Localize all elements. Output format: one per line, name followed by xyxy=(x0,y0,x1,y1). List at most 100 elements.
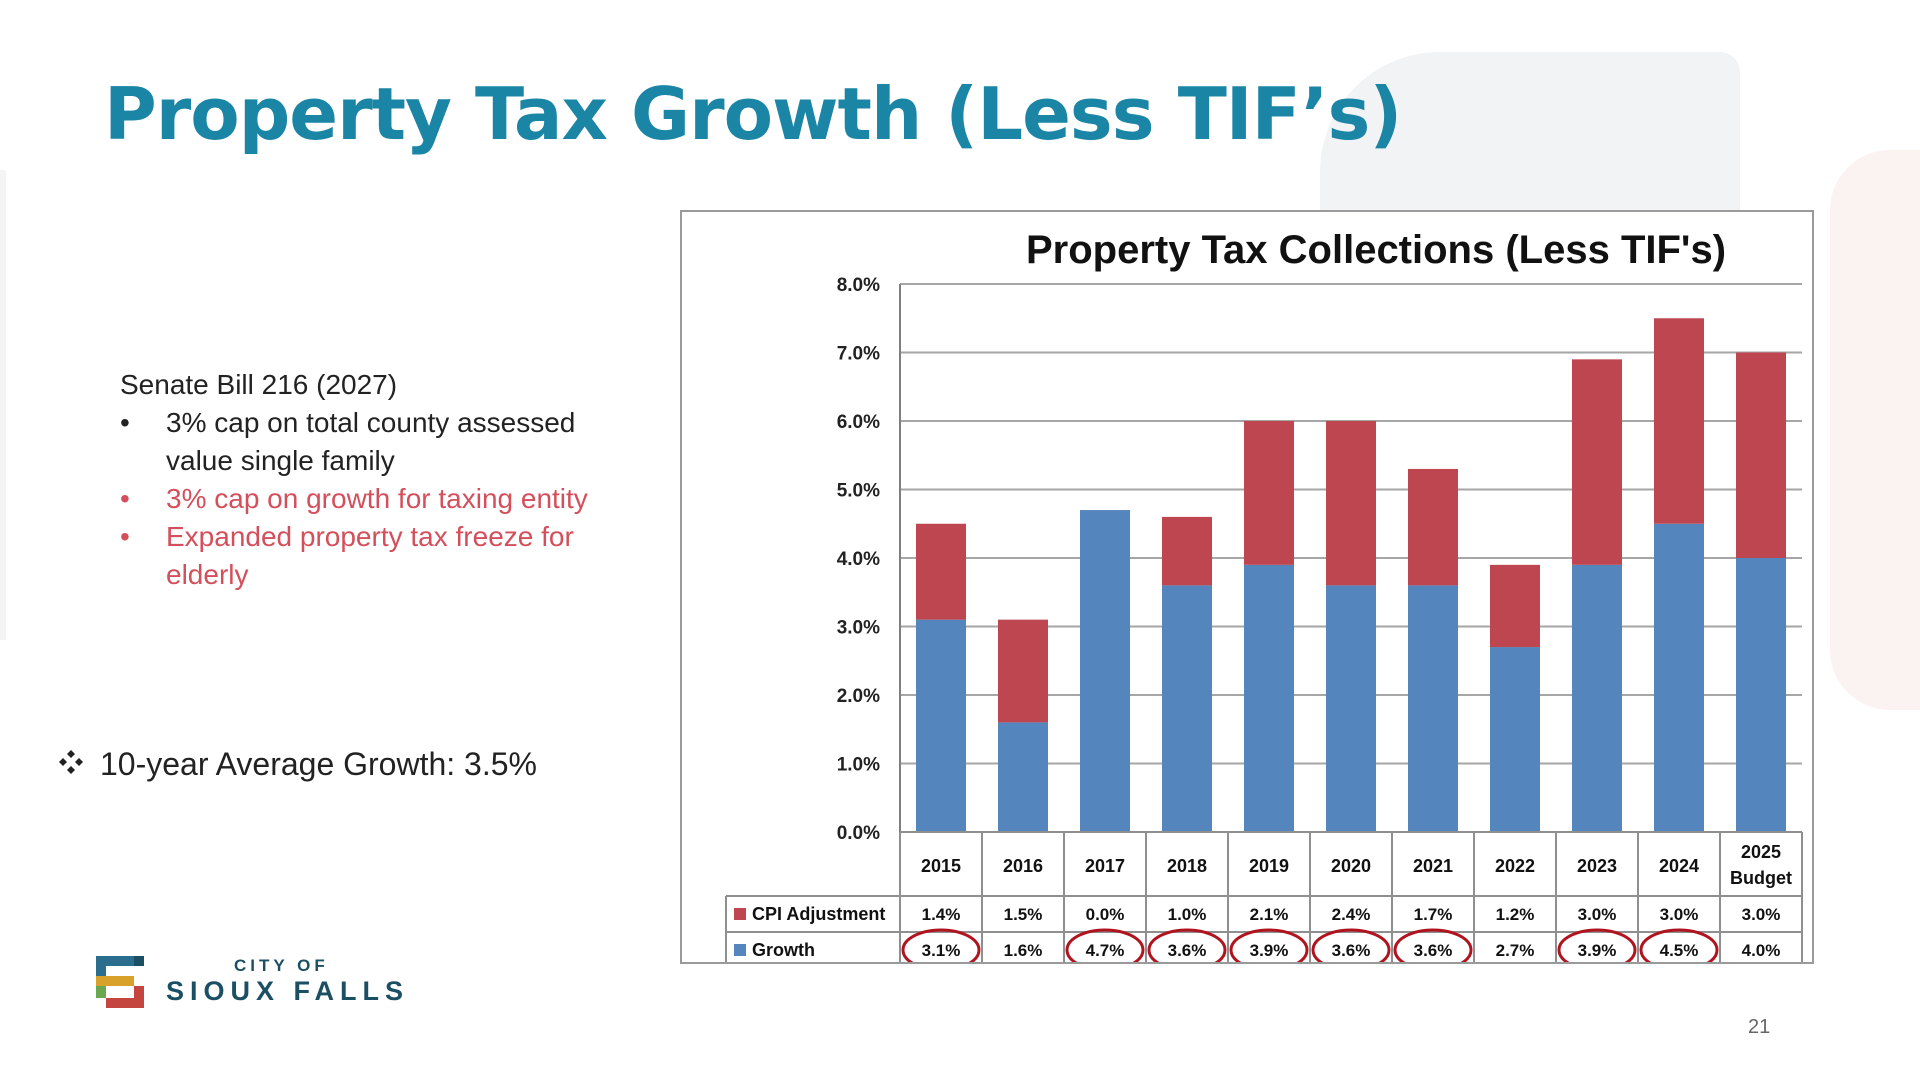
bar-growth xyxy=(1572,564,1622,832)
data-label: 3.0% xyxy=(1742,905,1781,924)
x-tick-label: 2017 xyxy=(1085,856,1125,876)
legend-swatch xyxy=(734,908,746,920)
city-logo: CITY OF SIOUX FALLS xyxy=(90,948,410,1018)
data-label: 2.4% xyxy=(1332,905,1371,924)
bar-growth xyxy=(1080,510,1130,832)
slide-title: Property Tax Growth (Less TIF’s) xyxy=(104,72,1402,156)
bill-bullet-list: • 3% cap on total county assessed value … xyxy=(120,404,590,594)
y-tick-label: 4.0% xyxy=(837,549,880,570)
bar-cpi-adjustment xyxy=(1572,359,1622,565)
x-tick-label: 2024 xyxy=(1659,856,1699,876)
y-tick-label: 0.0% xyxy=(837,823,880,844)
bar-cpi-adjustment xyxy=(1736,352,1786,558)
data-label: 0.0% xyxy=(1086,905,1125,924)
y-tick-label: 5.0% xyxy=(837,481,880,502)
bill-bullet: • 3% cap on total county assessed value … xyxy=(120,404,590,480)
bar-layer xyxy=(916,318,1786,832)
bullet-icon: • xyxy=(120,483,130,514)
bill-summary: Senate Bill 216 (2027) • 3% cap on total… xyxy=(120,366,590,594)
x-tick-label: 2016 xyxy=(1003,856,1043,876)
data-label: 3.9% xyxy=(1250,941,1289,960)
legend-label: Growth xyxy=(752,940,815,960)
highlight-circle xyxy=(901,928,981,962)
bar-cpi-adjustment xyxy=(916,523,966,620)
bar-growth xyxy=(1244,564,1294,832)
data-label: 4.7% xyxy=(1086,941,1125,960)
legend-swatch xyxy=(734,944,746,956)
data-label: 3.0% xyxy=(1578,905,1617,924)
x-tick-label: 2018 xyxy=(1167,856,1207,876)
bar-growth xyxy=(1326,585,1376,832)
x-tick-label: 2025 xyxy=(1741,842,1781,862)
x-tick-label: 2021 xyxy=(1413,856,1453,876)
highlight-circle xyxy=(1639,928,1719,962)
highlight-circle xyxy=(1393,928,1473,962)
data-label: 1.6% xyxy=(1004,941,1043,960)
bar-cpi-adjustment xyxy=(1490,564,1540,648)
data-label: 4.5% xyxy=(1660,941,1699,960)
bar-cpi-adjustment xyxy=(1654,318,1704,524)
four-diamond-icon xyxy=(59,750,83,774)
x-tick-label: 2022 xyxy=(1495,856,1535,876)
data-table: 2015 2016 2017 2018 2019 2020 2021 2022 2023 2024… xyxy=(725,831,1803,962)
y-tick-label: 7.0% xyxy=(837,344,880,365)
highlight-circle xyxy=(1311,928,1391,962)
bill-bullet-text: Expanded property tax freeze for elderly xyxy=(166,521,574,590)
bar-cpi-adjustment xyxy=(1326,421,1376,586)
data-label: 3.6% xyxy=(1168,941,1207,960)
bill-bullet: • 3% cap on growth for taxing entity xyxy=(120,480,590,518)
logo-text-bottom: SIOUX FALLS xyxy=(166,976,410,1006)
property-tax-chart: Property Tax Collections (Less TIF's) 0.… xyxy=(725,228,1803,962)
x-tick-label: 2020 xyxy=(1331,856,1371,876)
bill-bullet-text: 3% cap on growth for taxing entity xyxy=(166,483,588,514)
y-tick-label: 2.0% xyxy=(837,686,880,707)
bar-cpi-adjustment xyxy=(1244,421,1294,565)
background-shape xyxy=(0,170,6,640)
highlight-circle xyxy=(1065,928,1145,962)
bill-bullet: • Expanded property tax freeze for elder… xyxy=(120,518,590,594)
average-growth-text: 10-year Average Growth: 3.5% xyxy=(100,746,537,782)
highlight-circle xyxy=(1229,928,1309,962)
bar-growth xyxy=(1490,647,1540,832)
bar-growth xyxy=(1408,585,1458,832)
data-label: 1.4% xyxy=(922,905,961,924)
bullet-icon: • xyxy=(120,521,130,552)
data-label: 3.6% xyxy=(1332,941,1371,960)
bar-growth xyxy=(1654,523,1704,832)
x-tick-label: 2019 xyxy=(1249,856,1289,876)
y-tick-label: 6.0% xyxy=(837,412,880,433)
data-label: 2.7% xyxy=(1496,941,1535,960)
data-label: 2.1% xyxy=(1250,905,1289,924)
data-label: 3.6% xyxy=(1414,941,1453,960)
highlight-circle xyxy=(1147,928,1227,962)
bar-cpi-adjustment xyxy=(1408,468,1458,586)
highlight-circle xyxy=(1557,928,1637,962)
y-tick-label: 1.0% xyxy=(837,755,880,776)
grid-layer: 0.0% 1.0% 2.0% 3.0% 4.0% 5.0% 6.0% 7.0% 8.0% xyxy=(837,275,1802,844)
page-number: 21 xyxy=(1748,1016,1771,1038)
legend-label: CPI Adjustment xyxy=(752,904,885,924)
x-tick-label: 2015 xyxy=(921,856,961,876)
data-label: 1.2% xyxy=(1496,905,1535,924)
bar-growth xyxy=(1162,585,1212,832)
bar-growth xyxy=(998,722,1048,832)
data-label: 1.0% xyxy=(1168,905,1207,924)
bar-cpi-adjustment xyxy=(1162,516,1212,586)
data-label: 3.9% xyxy=(1578,941,1617,960)
bill-bullet-text: 3% cap on total county assessed value si… xyxy=(166,407,576,476)
average-growth: 10-year Average Growth: 3.5% xyxy=(56,746,537,783)
city-of-sioux-falls-logo-icon xyxy=(96,956,144,1008)
chart-frame: Property Tax Collections (Less TIF's) 0.… xyxy=(680,210,1814,964)
data-label: 3.0% xyxy=(1660,905,1699,924)
data-label: 3.1% xyxy=(922,941,961,960)
data-label: 1.7% xyxy=(1414,905,1453,924)
x-tick-label: 2023 xyxy=(1577,856,1617,876)
chart-title: Property Tax Collections (Less TIF's) xyxy=(1026,228,1726,272)
background-shape xyxy=(1830,150,1920,710)
data-label: 1.5% xyxy=(1004,905,1043,924)
bullet-icon: • xyxy=(120,407,130,438)
data-label: 4.0% xyxy=(1742,941,1781,960)
x-tick-label: Budget xyxy=(1730,868,1792,888)
bar-growth xyxy=(1736,558,1786,832)
bar-cpi-adjustment xyxy=(998,619,1048,723)
